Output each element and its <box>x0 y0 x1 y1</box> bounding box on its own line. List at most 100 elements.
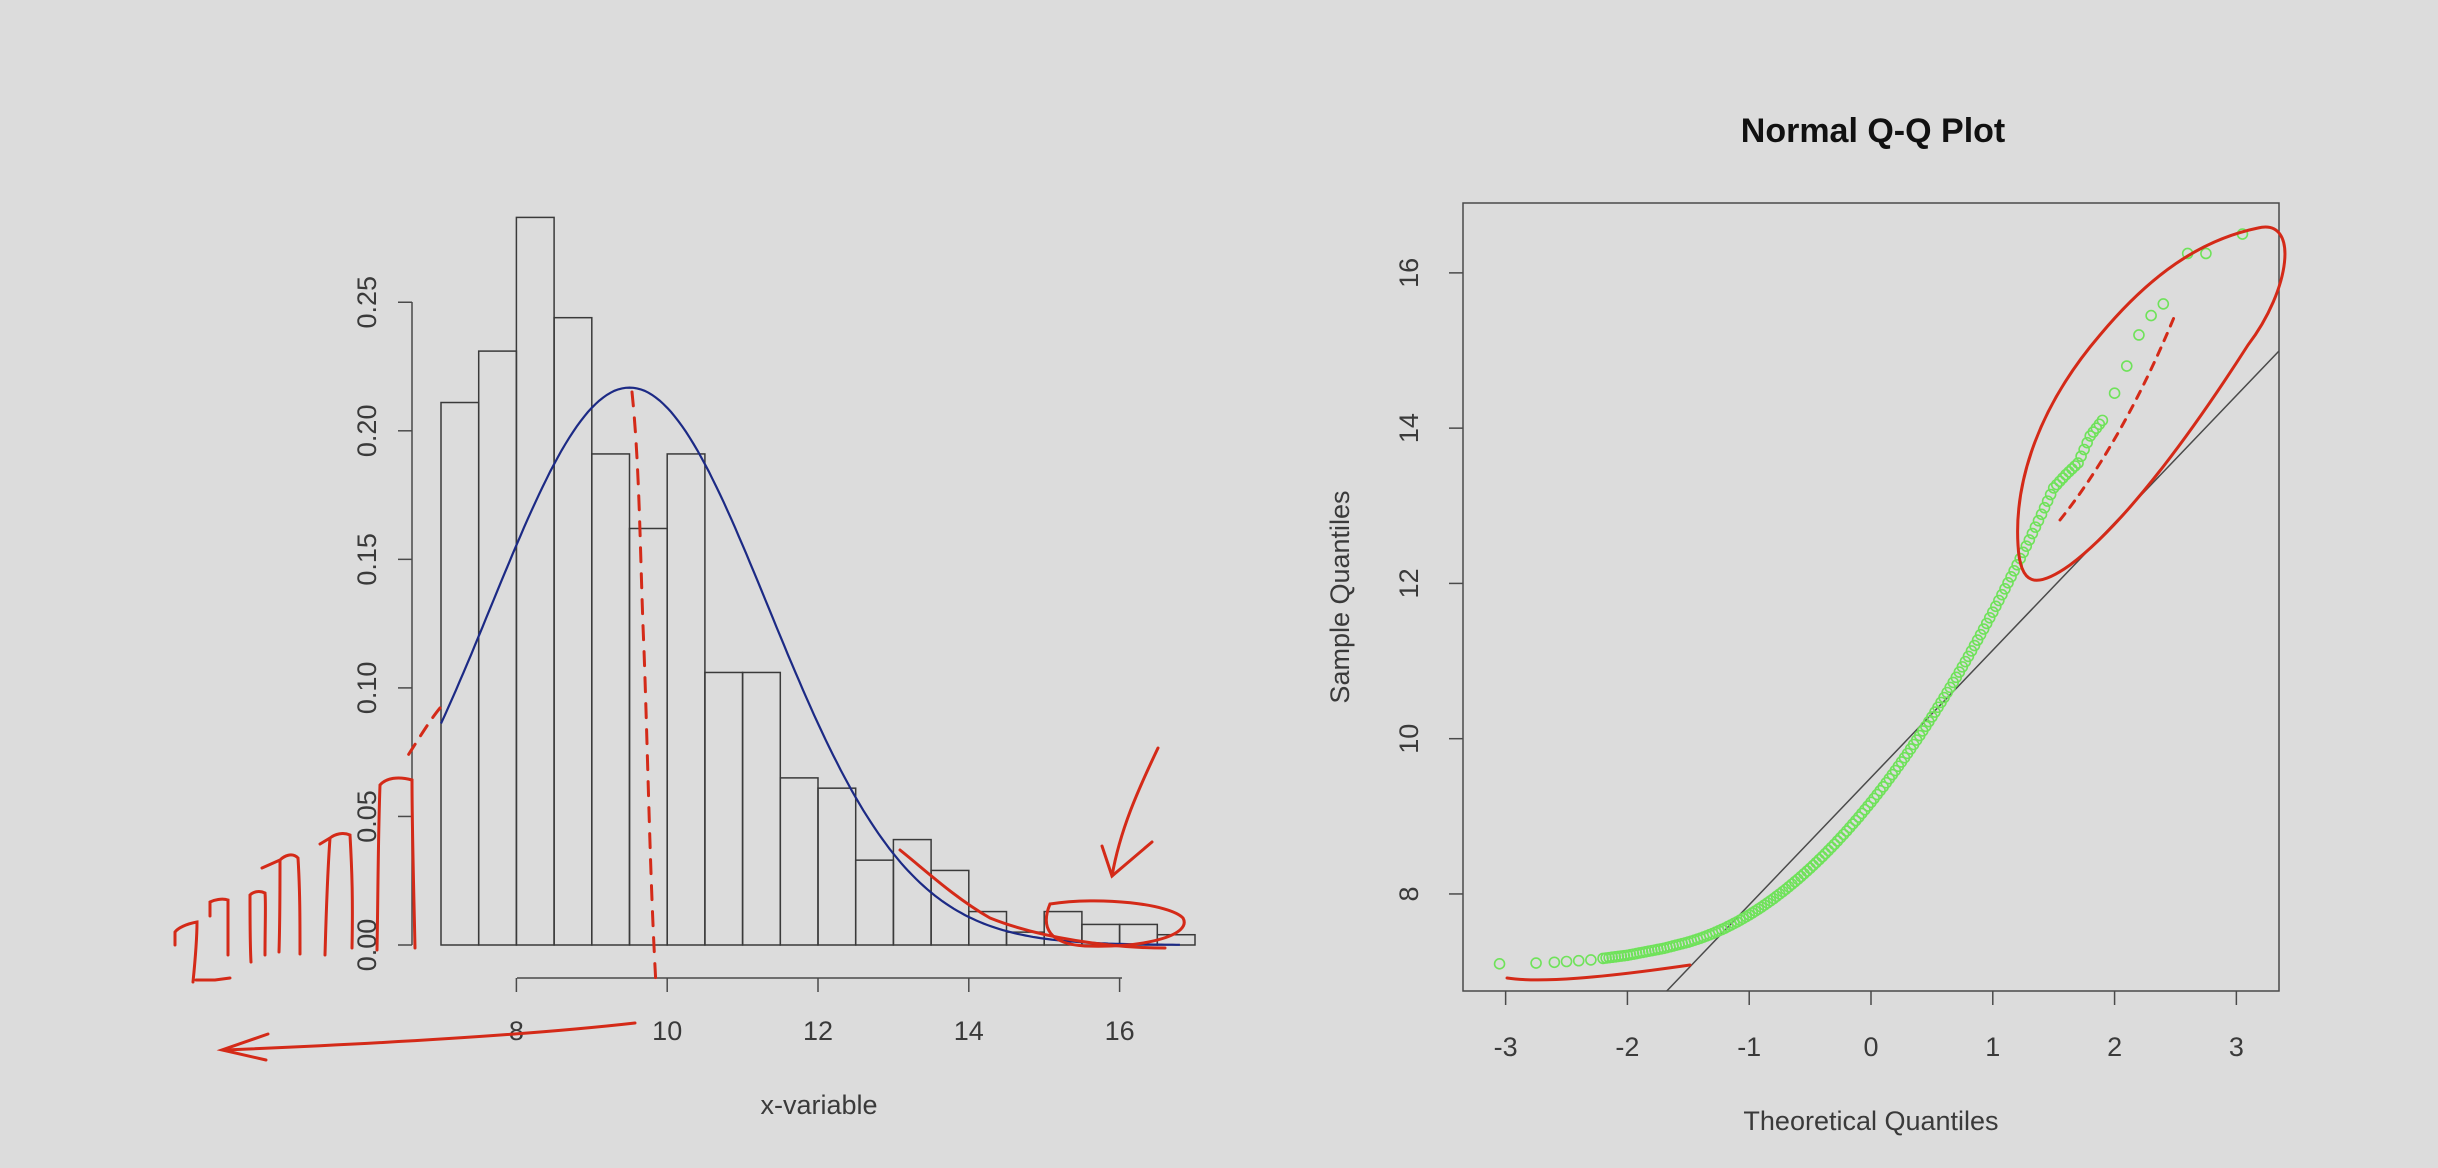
qq-point <box>1816 850 1829 863</box>
histogram-bar <box>440 401 480 946</box>
y-tick-label: 0.20 <box>352 405 382 458</box>
histogram-bar <box>892 838 932 946</box>
x-tick-label: 8 <box>509 1016 524 1046</box>
histogram-bar <box>930 869 970 946</box>
qq-point <box>2029 521 2042 533</box>
qq-point <box>1843 821 1856 834</box>
qq-point <box>1840 825 1853 837</box>
x-tick-label: 16 <box>1105 1016 1135 1046</box>
x-tick-label: -2 <box>1615 1032 1639 1062</box>
qq-point <box>2035 508 2048 521</box>
qq-point <box>1862 800 1874 812</box>
qq-point <box>1548 956 1561 969</box>
qq-point <box>1807 859 1819 872</box>
qq-point <box>1801 865 1813 877</box>
qq-point <box>1983 611 1996 624</box>
x-tick-label: 14 <box>954 1016 984 1046</box>
qq-point <box>2078 443 2090 456</box>
histogram-bar <box>591 453 631 946</box>
histogram-bar <box>817 787 857 946</box>
x-tick-label: -3 <box>1494 1032 1518 1062</box>
qq-point <box>1560 955 1573 968</box>
qq-point <box>2020 540 2033 552</box>
qq-point <box>1856 807 1868 820</box>
histogram-panel: 0.000.050.100.150.200.25 8 10 12 14 16 x-var… <box>352 216 1196 1120</box>
x-tick-label: -1 <box>1737 1032 1761 1062</box>
qq-point <box>1493 958 1506 970</box>
qq-point <box>2008 564 2020 577</box>
x-tick-label: 10 <box>652 1016 682 1046</box>
qq-point <box>2069 460 2081 472</box>
y-axis: 0.000.050.100.150.200.25 <box>352 276 413 971</box>
qq-point <box>2075 450 2087 463</box>
x-tick-label: 12 <box>803 1016 833 1046</box>
qq-point <box>1834 831 1847 844</box>
qq-point <box>1837 828 1850 841</box>
qq-point <box>2032 514 2045 527</box>
qq-point <box>1819 847 1832 860</box>
imagined-bars <box>173 776 417 984</box>
qq-point <box>2096 414 2109 427</box>
qq-point <box>2072 457 2084 469</box>
histogram-bar <box>515 216 555 946</box>
y-tick-label: 0.15 <box>352 533 382 586</box>
histogram-annotations <box>173 390 1186 1062</box>
density-curve <box>440 386 1180 946</box>
y-tick-label: 14 <box>1394 413 1424 443</box>
qq-point <box>1795 870 1807 883</box>
x-axis-label: Theoretical Quantiles <box>1743 1106 1998 1136</box>
qq-point <box>1853 811 1865 823</box>
histogram-bar <box>779 777 819 946</box>
histogram-bar <box>968 910 1008 946</box>
qq-point <box>2200 247 2212 260</box>
upper-tail-dashed <box>2058 313 2177 522</box>
down-arrow-shaft <box>1110 746 1160 878</box>
upper-tail-ellipse <box>2016 225 2287 582</box>
plot-title: Normal Q-Q Plot <box>1741 112 2005 150</box>
qq-point <box>1828 838 1841 851</box>
qq-point <box>1825 841 1838 854</box>
qq-reference-line <box>1666 350 2280 992</box>
qq-point <box>1996 588 2008 601</box>
qq-point <box>1859 803 1871 816</box>
qq-point <box>2157 298 2170 310</box>
qq-point <box>2053 475 2066 488</box>
qq-point <box>1999 583 2011 595</box>
qq-point <box>2057 472 2069 484</box>
histogram-bar <box>854 859 895 946</box>
plot-frame <box>1462 202 2280 992</box>
histogram-bars <box>440 216 1196 946</box>
y-tick-label: 16 <box>1394 258 1424 288</box>
qq-point <box>1822 844 1835 857</box>
qq-point <box>2133 329 2145 341</box>
x-axis: -3 -2 -1 0 1 2 3 <box>1494 991 2244 1062</box>
qq-point <box>1849 814 1862 827</box>
qq-annotations <box>1505 225 2287 982</box>
y-tick-label: 0.10 <box>352 662 382 715</box>
qq-point <box>1831 835 1844 847</box>
qq-point <box>2108 387 2121 400</box>
qq-point <box>1974 628 1987 641</box>
qq-point <box>2145 309 2157 322</box>
qq-point <box>2066 463 2078 475</box>
y-tick-label: 12 <box>1394 568 1424 598</box>
qq-point <box>2081 436 2093 449</box>
qq-point <box>1813 853 1826 866</box>
qq-point <box>2063 466 2075 478</box>
x-tick-label: 1 <box>1985 1032 2000 1062</box>
y-tick-label: 10 <box>1394 724 1424 754</box>
left-arrow-head <box>216 1032 270 1062</box>
x-tick-label: 0 <box>1863 1032 1878 1062</box>
histogram-bar <box>553 316 593 946</box>
qq-point <box>1986 606 1999 618</box>
qq-point <box>2038 501 2051 514</box>
y-tick-label: 8 <box>1394 886 1424 901</box>
qq-points <box>1493 228 2249 970</box>
left-arrow-shaft <box>223 1021 637 1052</box>
qq-point <box>1810 856 1822 869</box>
x-axis-label: x-variable <box>760 1090 877 1120</box>
mean-marker-dashed <box>630 390 658 987</box>
y-axis-label: Sample Quantiles <box>1325 490 1355 703</box>
down-arrow-head <box>1100 840 1154 879</box>
x-tick-label: 2 <box>2107 1032 2122 1062</box>
